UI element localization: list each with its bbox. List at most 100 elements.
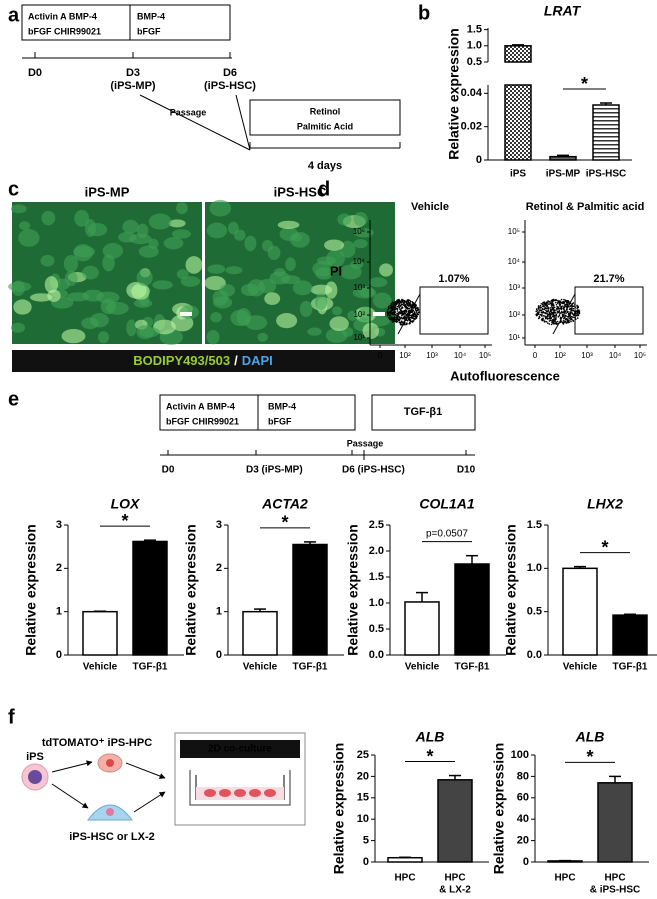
cell-signal [368,277,388,288]
flow-event [540,302,543,305]
flow-event [539,313,542,316]
cell-signal [207,264,226,274]
flow-event [408,305,410,307]
flow-event [567,303,569,305]
flow-event [565,312,567,315]
x-tick-label: iPS-HSC [586,169,627,180]
flow-event [413,317,415,320]
flow-event [396,301,399,304]
gate-percent: 21.7% [593,273,624,285]
y-tick-label: 1.5 [527,519,542,531]
flow-event [576,305,578,307]
x-tick-label: Vehicle [243,662,278,673]
flow-event [388,314,391,317]
cell-signal [8,281,32,292]
protocol-box [21,4,231,41]
cell-signal [98,331,110,344]
flow-event [544,303,546,306]
flow-event [572,314,575,316]
gate [574,286,644,335]
flow-event [399,304,401,306]
y-tick-label: 1.0 [527,562,542,574]
flow-event [407,312,409,314]
flow-event [391,313,394,315]
bar [549,155,577,161]
flow-event [569,305,572,307]
cell-signal [81,317,99,330]
significance-label: p=0.0507 [426,528,468,539]
flow-event [572,320,575,322]
flow-event [395,316,397,319]
cell-signal [331,306,343,316]
flow-event [563,317,565,320]
stage-label: (iPS-MP) [110,80,156,92]
cell [234,789,246,797]
flow-event [541,317,544,320]
flow-event [541,313,543,316]
flow-event [404,300,406,303]
flow-event [404,315,406,317]
y-tick-label: 10² [508,310,520,319]
significance-label: * [581,74,588,94]
flow-event [576,309,579,311]
flow-event [555,314,557,316]
nucleus [28,770,42,784]
y-tick-label: 2.0 [369,545,384,557]
y-tick-label: 5 [363,835,369,847]
cell-signal [240,283,259,297]
cell-signal [281,275,301,285]
flow-event [566,300,569,303]
flow-event [555,309,557,311]
flow-event [403,317,406,320]
chart-title: LHX2 [587,496,623,512]
panel-label: b [418,2,430,24]
flow-event [549,312,552,315]
cell [249,789,261,797]
cell-signal [314,293,328,311]
flow-event [405,323,407,326]
protocol-text: Activin A BMP-4 [166,401,235,411]
flow-event [570,304,573,306]
x-tick-label: 0 [378,351,383,360]
panel-label: c [8,178,19,200]
flow-event [386,314,389,317]
cell-signal [352,287,377,299]
flow-event [560,298,563,301]
y-tick-label: 40 [517,813,529,825]
flow-event [549,319,552,322]
image-title: iPS-MP [85,184,130,199]
bar [504,84,532,161]
flow-event [569,318,572,321]
x-tick-label: HPC [394,873,415,884]
x-tick-label: 10⁵ [479,351,491,360]
flow-event [398,299,400,301]
flow-event [541,307,544,310]
cell-signal [213,296,233,309]
flow-event [546,315,549,317]
y-tick-label: 0.0 [527,649,542,661]
flow-event [551,319,554,321]
flow-event [578,310,581,312]
cell-signal [258,278,277,294]
protocol-text: bFGF [268,416,292,426]
flow-event [541,303,544,306]
flow-event [401,313,404,316]
flow-event [561,311,564,314]
flow-event [547,300,550,303]
cell-signal [118,231,137,243]
flow-event [556,320,559,323]
y-tick-label: 0 [476,154,482,166]
protocol-box [371,394,476,431]
flow-event [393,302,395,304]
flow-event [409,316,412,319]
flow-event [392,316,394,319]
flow-event [400,316,403,319]
flow-event [553,310,556,312]
flow-event [407,300,409,302]
flow-event [539,304,542,307]
flow-event [407,310,410,313]
flow-event [561,305,564,307]
panel-label: e [8,388,19,410]
bar [292,543,328,656]
flow-event [404,312,407,315]
